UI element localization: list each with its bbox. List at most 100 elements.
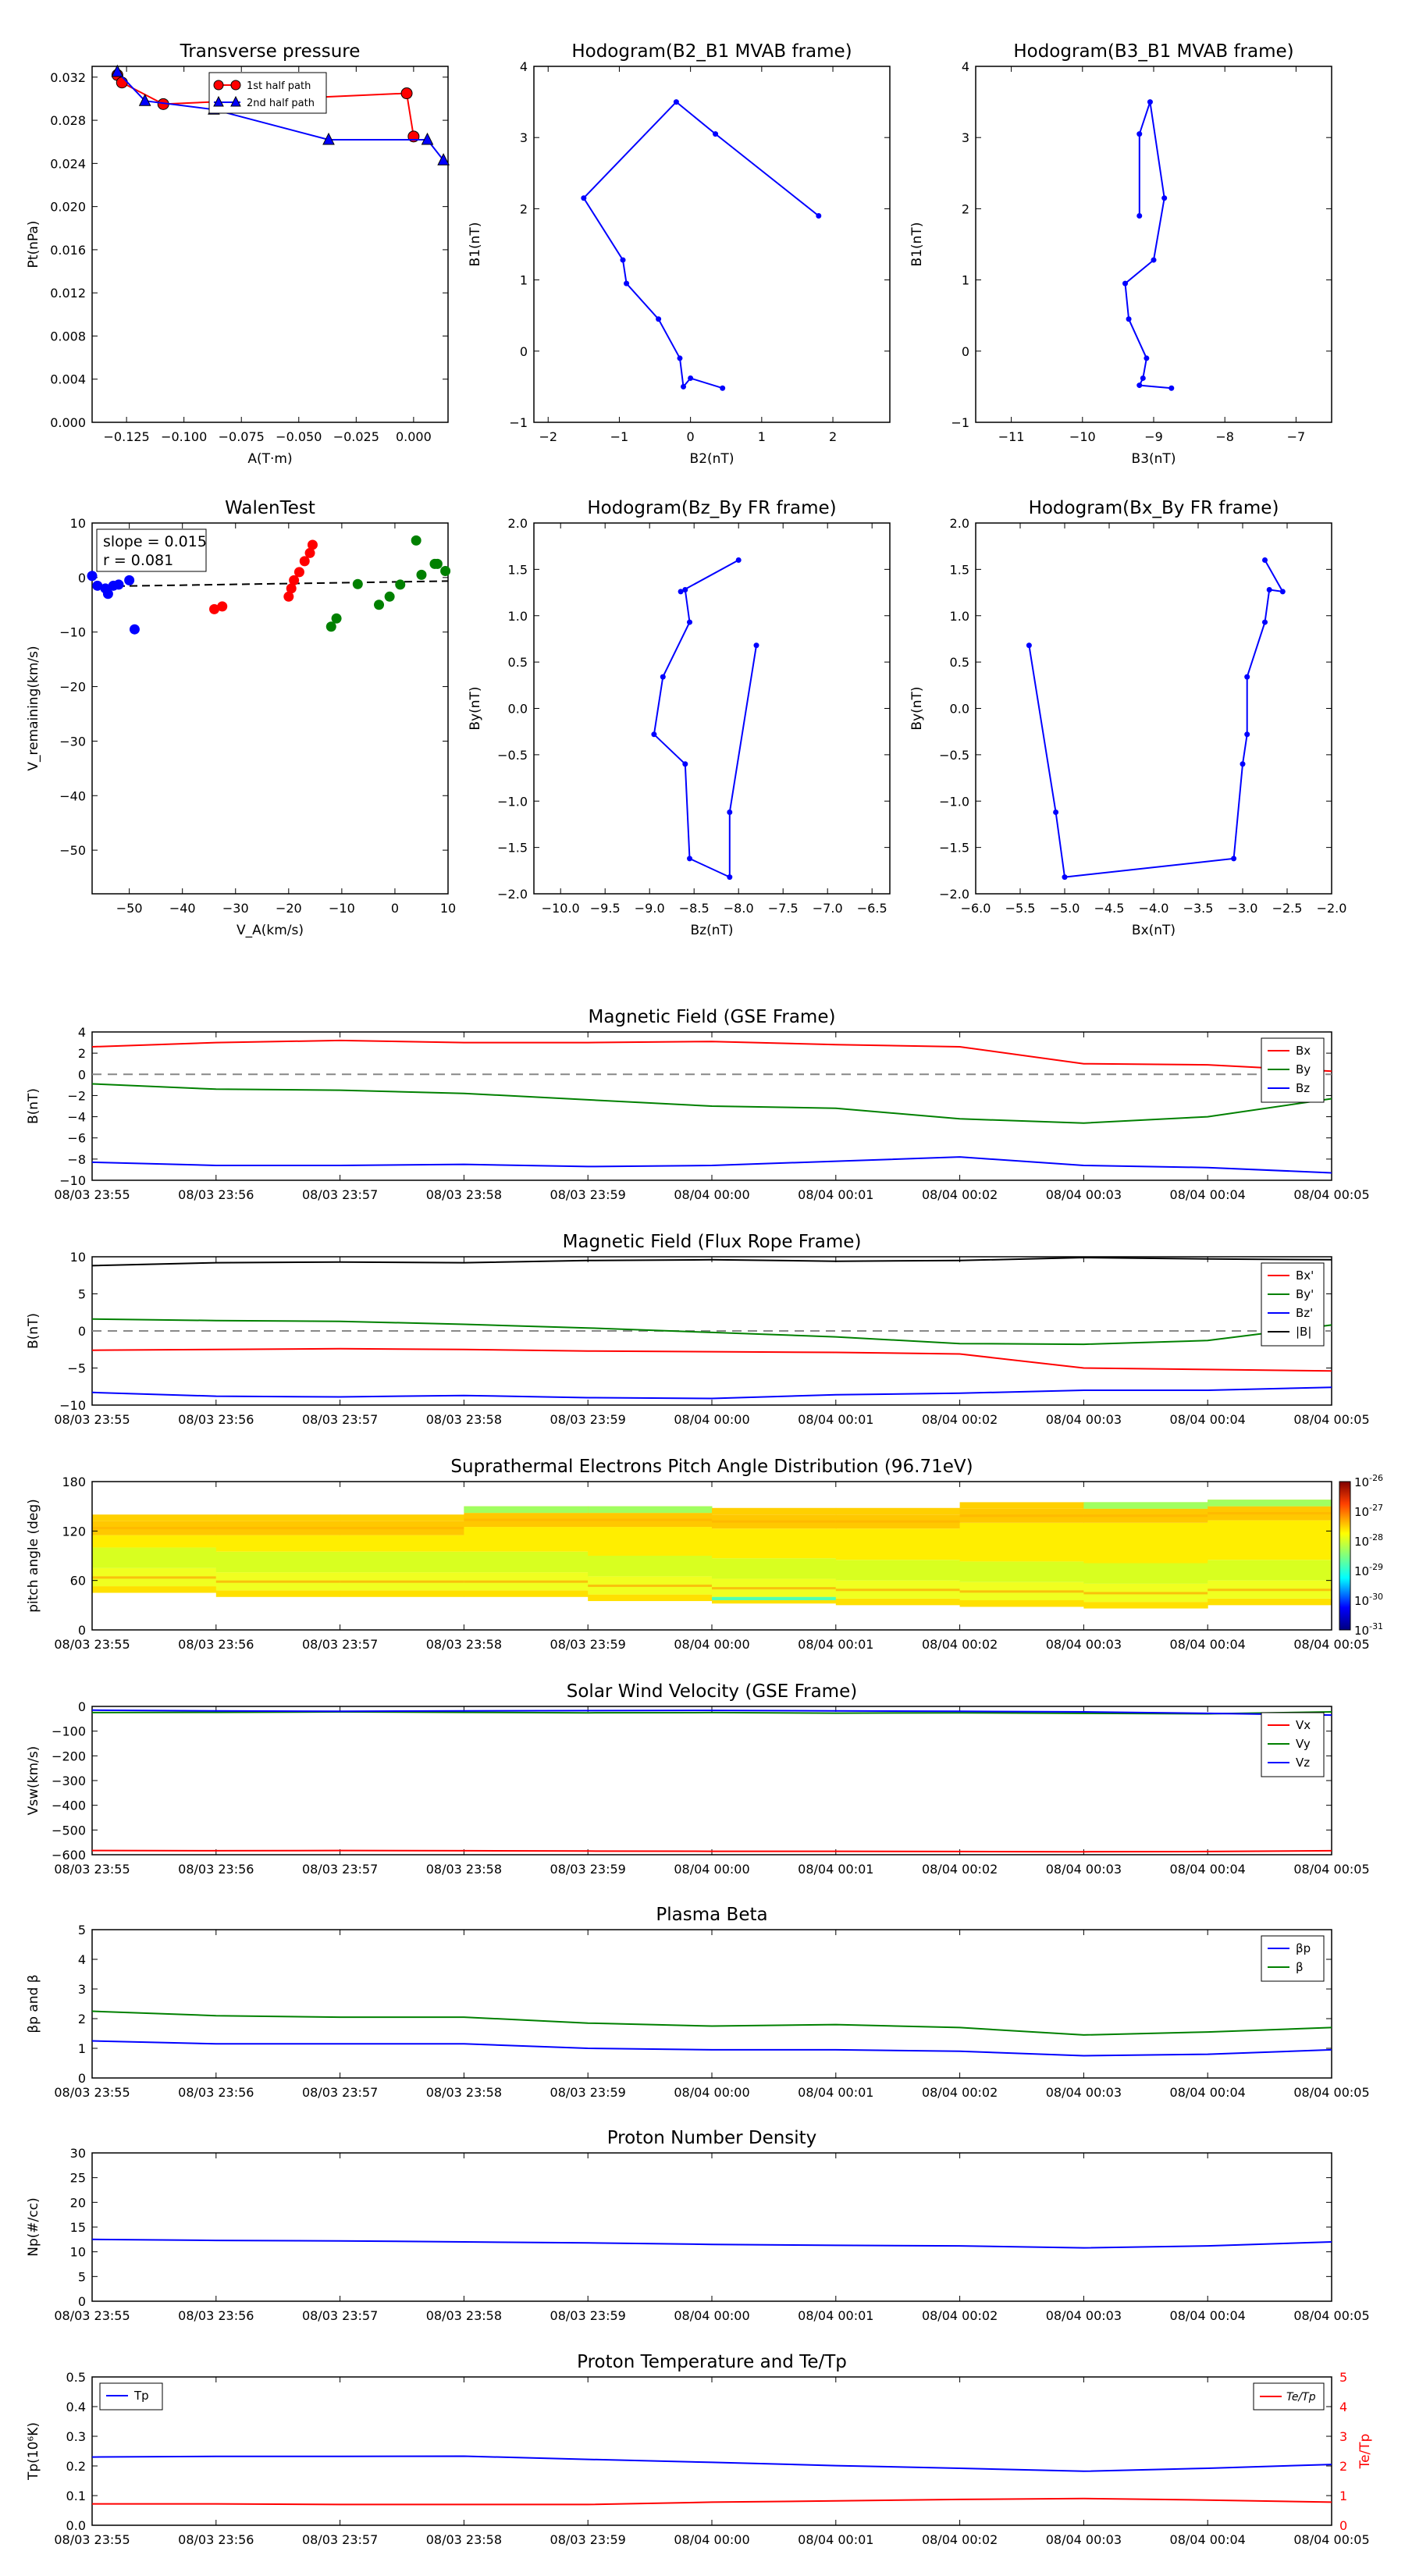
pad-cell bbox=[92, 1576, 216, 1579]
h4-xtick-label: −2.0 bbox=[1317, 901, 1347, 916]
pad-cell bbox=[588, 1556, 713, 1577]
pad-xtick-label: 08/03 23:59 bbox=[550, 1637, 626, 1652]
h1-point bbox=[681, 383, 687, 390]
bgse-xtick-label: 08/03 23:58 bbox=[426, 1187, 502, 1202]
pad-cell bbox=[712, 1587, 836, 1590]
beta-ytick-label: 2 bbox=[78, 2012, 86, 2026]
chart-h3: Hodogram(Bz_By FR frame) −2.0 −1.5 −1.0 −0.5… bbox=[468, 498, 891, 938]
bgse-series-Bx bbox=[91, 1039, 1332, 1073]
h1-point bbox=[677, 355, 683, 361]
pt-ytick-label: 0.000 bbox=[50, 415, 86, 430]
bgse-legend-label: By bbox=[1296, 1062, 1311, 1076]
bgse-xtick-label: 08/03 23:56 bbox=[178, 1187, 254, 1202]
pad-colorbar-label: 10-27 bbox=[1354, 1503, 1383, 1519]
np-ytick-label: 10 bbox=[70, 2245, 86, 2260]
pt-legend-label: 1st half path bbox=[247, 80, 311, 92]
h4-xtick-label: −2.5 bbox=[1272, 901, 1303, 916]
h2-point bbox=[1122, 280, 1129, 286]
pad-cell bbox=[712, 1558, 837, 1579]
bgse-ylabel: B(nT) bbox=[26, 1088, 41, 1124]
h3-point bbox=[727, 809, 733, 815]
np-xtick-label: 08/04 00:01 bbox=[798, 2308, 873, 2323]
tp-ylabel: Tp(10⁶K) bbox=[26, 2422, 41, 2481]
pad-cell bbox=[215, 1535, 341, 1552]
pt-legend-label: 2nd half path bbox=[247, 98, 315, 109]
walen-fit-line bbox=[91, 580, 449, 588]
pad-xtick-label: 08/04 00:01 bbox=[798, 1637, 873, 1652]
bfr-xtick-label: 08/04 00:01 bbox=[798, 1412, 873, 1427]
np-ytick-label: 30 bbox=[70, 2146, 86, 2161]
pad-cell bbox=[340, 1590, 464, 1597]
h2-xtick-label: −8 bbox=[1215, 429, 1234, 444]
h4-point bbox=[1053, 809, 1059, 815]
pad-cell bbox=[959, 1600, 1084, 1607]
h2-xtick-label: −7 bbox=[1287, 429, 1306, 444]
h1-point bbox=[673, 99, 679, 105]
h3-xtick-label: −6.5 bbox=[857, 901, 887, 916]
pad-xtick-label: 08/04 00:00 bbox=[674, 1637, 749, 1652]
vsw-ytick-label: −600 bbox=[52, 1848, 86, 1863]
beta-ytick-label: 4 bbox=[78, 1952, 86, 1967]
pad-cell bbox=[1208, 1598, 1332, 1606]
bfr-xtick-label: 08/03 23:56 bbox=[178, 1412, 254, 1427]
beta-ytick-label: 1 bbox=[78, 2041, 86, 2056]
pad-cell bbox=[464, 1527, 589, 1552]
h2-xtick-label: −10 bbox=[1069, 429, 1096, 444]
h1-xtick-label: 0 bbox=[687, 429, 695, 444]
walen-point bbox=[293, 567, 304, 578]
walen-annotation: slope = 0.015 bbox=[103, 533, 207, 550]
bgse-ytick-label: 2 bbox=[78, 1046, 86, 1061]
beta-xtick-label: 08/03 23:56 bbox=[178, 2085, 254, 2100]
h2-ytick-label: 1 bbox=[962, 273, 969, 288]
pad-cell bbox=[588, 1527, 713, 1556]
h2-ytick-label: 4 bbox=[962, 59, 969, 74]
bfr-xtick-label: 08/04 00:05 bbox=[1293, 1412, 1369, 1427]
vsw-plot-frame bbox=[91, 1706, 1332, 1856]
tp-series-tetp bbox=[92, 2497, 1332, 2506]
walen-point bbox=[92, 580, 103, 591]
beta-xtick-label: 08/04 00:01 bbox=[798, 2085, 873, 2100]
bfr-xtick-label: 08/03 23:58 bbox=[426, 1412, 502, 1427]
pt-ytick-label: 0.008 bbox=[50, 329, 86, 343]
h4-ytick-label: 1.0 bbox=[950, 609, 969, 624]
walen-point bbox=[129, 624, 140, 635]
pad-cell bbox=[959, 1522, 1084, 1562]
h1-ytick-label: −1 bbox=[509, 415, 528, 430]
pad-cell bbox=[1083, 1514, 1208, 1517]
h4-xtick-label: −3.5 bbox=[1183, 901, 1214, 916]
pad-cell bbox=[1083, 1502, 1208, 1509]
h1-point bbox=[624, 280, 630, 286]
bfr-xtick-label: 08/04 00:03 bbox=[1046, 1412, 1122, 1427]
h3-title: Hodogram(Bz_By FR frame) bbox=[587, 498, 836, 518]
bfr-legend-label: |B| bbox=[1296, 1325, 1311, 1339]
vsw-series-Vx bbox=[91, 1849, 1332, 1853]
pt-legend-marker bbox=[230, 80, 241, 91]
bfr-series-By' bbox=[91, 1318, 1332, 1346]
beta-title: Plasma Beta bbox=[656, 1905, 767, 1925]
walen-ytick-label: −10 bbox=[59, 625, 86, 640]
h3-xtick-label: −8.5 bbox=[679, 901, 710, 916]
bgse-ytick-label: −4 bbox=[67, 1110, 86, 1125]
walen-ytick-label: −40 bbox=[59, 788, 86, 803]
h2-point bbox=[1126, 316, 1132, 322]
pt-legend-marker bbox=[230, 95, 241, 107]
h1-point bbox=[816, 213, 822, 219]
pad-cell bbox=[835, 1589, 960, 1592]
bfr-ylabel: B(nT) bbox=[26, 1313, 41, 1349]
h1-point bbox=[688, 375, 694, 381]
h1-point bbox=[620, 257, 626, 263]
h3-point bbox=[651, 731, 657, 738]
pt-xtick-label: −0.100 bbox=[161, 429, 207, 444]
vsw-ytick-label: −400 bbox=[52, 1799, 86, 1813]
tp-xtick-label: 08/04 00:01 bbox=[798, 2532, 873, 2547]
pt-ytick-label: 0.020 bbox=[50, 200, 86, 215]
walen-ytick-label: 0 bbox=[78, 571, 86, 585]
pad-xtick-label: 08/04 00:03 bbox=[1046, 1637, 1122, 1652]
bgse-legend-label: Bx bbox=[1296, 1044, 1311, 1058]
h4-ytick-label: 2.0 bbox=[950, 516, 969, 531]
chart-np: Proton Number Density 0 5 10 15 20 25 30 Np(#/cc… bbox=[26, 2128, 1370, 2323]
tp-y2tick-label: 3 bbox=[1339, 2429, 1347, 2444]
bgse-xtick-label: 08/04 00:01 bbox=[798, 1187, 873, 1202]
np-series-line bbox=[91, 2238, 1332, 2249]
h1-xtick-label: −2 bbox=[539, 429, 557, 444]
